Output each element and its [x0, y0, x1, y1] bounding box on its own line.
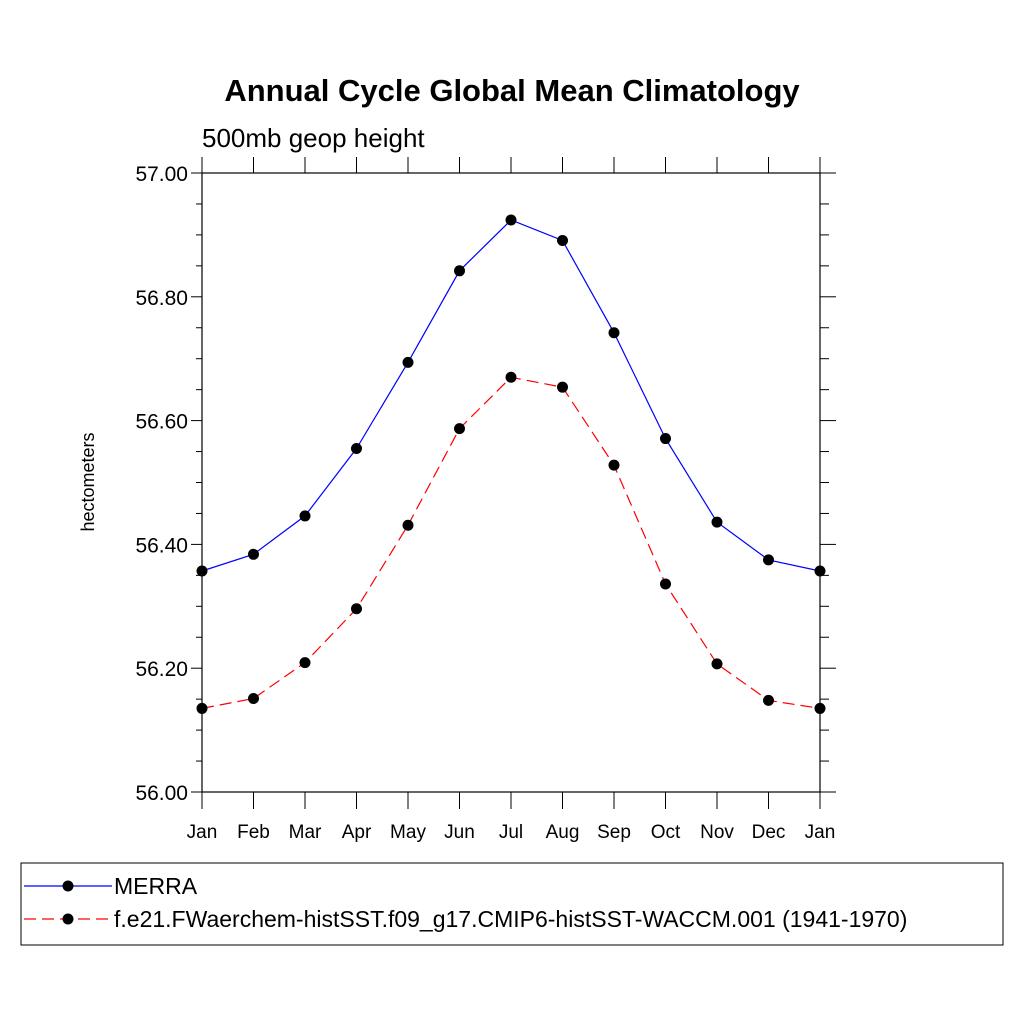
data-point-series-1	[814, 702, 826, 714]
data-point-series-1	[402, 519, 414, 531]
legend-label-0: MERRA	[114, 873, 198, 899]
x-tick-label: Jan	[187, 822, 218, 843]
series-line-1	[201, 376, 821, 709]
legend-label-1: f.e21.FWaerchem-histSST.f09_g17.CMIP6-hi…	[114, 906, 907, 932]
y-tick-label: 56.60	[135, 411, 188, 434]
data-point-series-0	[248, 548, 259, 560]
chart-title: Annual Cycle Global Mean Climatology	[224, 73, 800, 108]
x-tick-label: Aug	[546, 822, 580, 843]
y-tick-label: 56.40	[135, 534, 188, 557]
data-point-series-0	[814, 565, 826, 577]
x-tick-label: Jul	[499, 822, 523, 843]
series-line-0	[201, 219, 821, 572]
data-point-series-0	[351, 442, 362, 454]
plot-frame	[201, 172, 821, 793]
data-point-series-1	[299, 657, 311, 669]
x-tick-label: Sep	[597, 822, 631, 843]
data-point-series-0	[557, 234, 568, 246]
data-point-series-1	[660, 578, 671, 590]
legend-box	[20, 862, 1004, 946]
data-point-series-0	[711, 516, 723, 528]
data-point-series-0	[505, 214, 517, 226]
x-tick-label: Oct	[651, 822, 681, 843]
y-axis-label: hectometers	[78, 432, 98, 531]
legend-marker-0	[62, 880, 74, 892]
y-tick-label: 56.20	[135, 658, 188, 681]
data-point-series-1	[557, 381, 568, 393]
y-tick-label: 56.00	[135, 782, 188, 805]
data-point-series-0	[402, 356, 414, 368]
series-group	[196, 214, 826, 714]
data-point-series-0	[763, 554, 774, 566]
data-point-series-1	[351, 603, 362, 615]
data-point-series-1	[608, 459, 620, 471]
axis-ticks: 56.00 56.20 56.40 56.60 56.80 57.00 Jan Feb Mar A…	[135, 157, 836, 843]
data-point-series-1	[505, 371, 517, 383]
x-tick-label: Mar	[289, 822, 322, 843]
data-point-series-1	[248, 693, 259, 705]
x-tick-label: Jun	[444, 822, 475, 843]
data-point-series-1	[763, 694, 774, 706]
x-tick-label: Feb	[237, 822, 270, 843]
x-tick-label: Dec	[752, 822, 786, 843]
data-point-series-0	[608, 327, 620, 339]
x-tick-label: Apr	[342, 822, 372, 843]
chart-subtitle: 500mb geop height	[202, 123, 425, 153]
data-point-series-1	[711, 658, 723, 670]
data-point-series-1	[196, 702, 208, 714]
legend: MERRA f.e21.FWaerchem-histSST.f09_g17.CMI…	[24, 873, 907, 932]
x-tick-label: Jan	[805, 822, 836, 843]
y-tick-label: 56.80	[135, 287, 188, 310]
x-tick-label: May	[390, 822, 426, 843]
data-point-series-0	[299, 510, 311, 522]
legend-marker-1	[62, 913, 74, 925]
data-point-series-0	[196, 565, 208, 577]
y-tick-label: 57.00	[135, 163, 188, 186]
data-point-series-0	[660, 433, 671, 445]
data-point-series-1	[454, 423, 465, 435]
x-tick-label: Nov	[700, 822, 734, 843]
data-point-series-0	[454, 265, 465, 277]
